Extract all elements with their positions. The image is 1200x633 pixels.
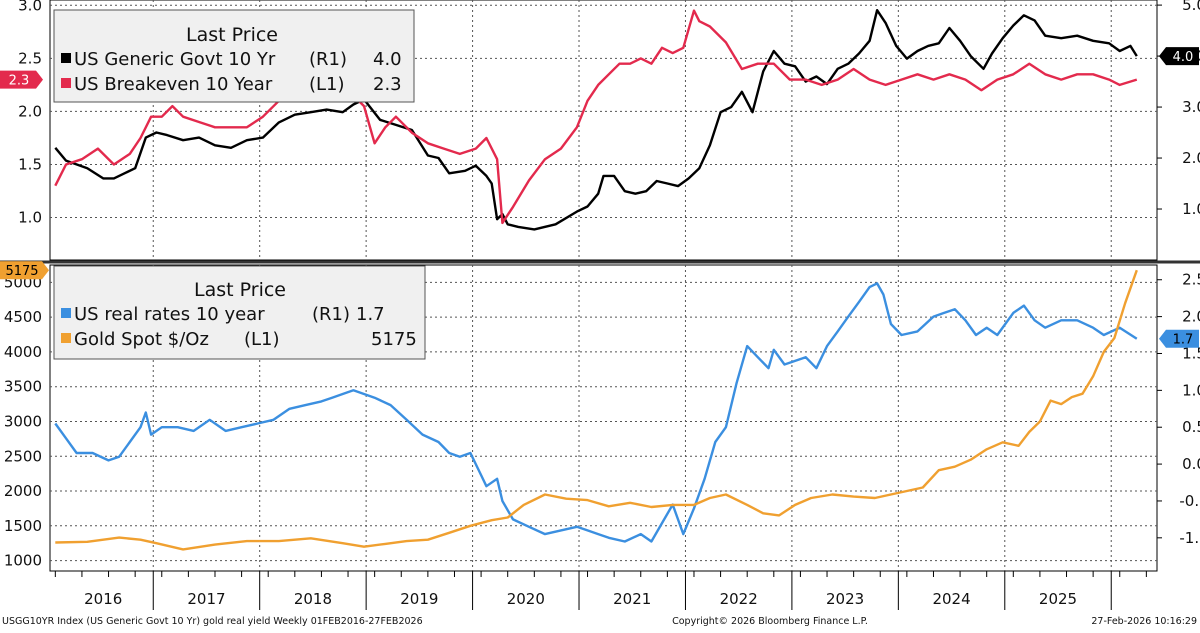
left-tick-label: 1500 (4, 517, 42, 535)
left-tick-label: 4500 (4, 308, 42, 326)
left-tick-label: 2500 (4, 447, 42, 465)
top-legend: Last Price US Generic Govt 10 Yr (R1) 4.… (53, 9, 415, 103)
bottom-legend-gold-name: Gold Spot $/Oz (74, 329, 209, 350)
top-legend-box (53, 9, 415, 103)
bottom-legend-real-name: US real rates 10 year (74, 304, 265, 325)
series-line-us-breakeven-10-year (54, 9, 1138, 225)
right-tick-label: 2.0 (1182, 149, 1200, 167)
footer-left: USGG10YR Index (US Generic Govt 10 Yr) g… (2, 616, 423, 627)
bottom-legend-swatch-real (61, 308, 71, 318)
x-tick-label: 2024 (932, 590, 970, 608)
x-axis: 2016 2017 2018 2019 2020 2021 2022 2023 2024 2025 (54, 571, 1147, 610)
top-legend-breakeven-name: US Breakeven 10 Year (74, 74, 273, 95)
footer-right: 27-Feb-2026 10:16:29 (1091, 616, 1197, 627)
right-value-tag-label: 4.0 (1173, 50, 1194, 65)
left-tick-label: 1.5 (18, 155, 42, 173)
right-tick-label: 1.0 (1182, 381, 1200, 399)
bottom-legend-real-value: 1.7 (356, 304, 385, 325)
bottom-legend: Last Price US real rates 10 year (R1) 1.… (53, 265, 426, 360)
right-value-tag (1159, 47, 1199, 66)
left-tick-label: 3.0 (18, 0, 42, 14)
right-tick-label: -0.5 (1179, 492, 1200, 510)
x-tick-label: 2022 (720, 590, 758, 608)
right-tick-label: 0.5 (1182, 418, 1200, 436)
bottom-legend-real-axis: (R1) (312, 304, 350, 325)
left-tick-label: 1.0 (18, 209, 42, 227)
left-tick-label: 4000 (4, 343, 42, 361)
top-legend-swatch-breakeven (61, 78, 71, 88)
top-legend-title: Last Price (186, 24, 278, 46)
left-tick-label: 1000 (4, 552, 42, 570)
x-tick-label: 2016 (84, 590, 122, 608)
x-tick-label: 2021 (613, 590, 651, 608)
top-legend-govt-axis: (R1) (309, 49, 347, 70)
bottom-legend-box (53, 265, 426, 360)
bottom-legend-gold-axis: (L1) (244, 329, 280, 350)
series-line-us-generic-govt-10-yr (54, 8, 1138, 231)
left-value-tag (0, 70, 43, 89)
top-legend-govt-name: US Generic Govt 10 Yr (74, 49, 276, 70)
left-tick-label: 3500 (4, 378, 42, 396)
left-tick-label: 2.0 (18, 102, 42, 120)
left-tick-label: 3000 (4, 412, 42, 430)
x-tick-label: 2020 (507, 590, 545, 608)
series-line-us-real-rates-10-year (54, 282, 1138, 543)
right-tick-label: 0.0 (1182, 455, 1200, 473)
right-tick-label: 1.5 (1182, 344, 1200, 362)
series-line-gold-spot-oz (55, 269, 1138, 551)
top-legend-breakeven-axis: (L1) (309, 74, 345, 95)
x-tick-label: 2025 (1039, 590, 1077, 608)
right-tick-label: 2.0 (1182, 308, 1200, 326)
x-tick-label: 2017 (187, 590, 225, 608)
x-tick-label: 2019 (400, 590, 438, 608)
left-value-tag-label: 5175 (5, 264, 38, 279)
left-value-tag (0, 261, 49, 280)
right-value-tag-label: 1.7 (1173, 333, 1194, 348)
x-tick-label: 2018 (294, 590, 332, 608)
bottom-panel-frame (49, 264, 1158, 572)
top-legend-govt-value: 4.0 (373, 49, 402, 70)
series-layer (54, 8, 1138, 551)
top-legend-breakeven-value: 2.3 (373, 74, 402, 95)
right-tick-label: 5.0 (1182, 0, 1200, 14)
x-tick-label: 2023 (826, 590, 864, 608)
right-tick-label: -1.0 (1179, 529, 1200, 547)
left-value-tag-label: 2.3 (9, 74, 30, 89)
bottom-legend-title: Last Price (194, 279, 286, 301)
right-value-tag (1159, 329, 1199, 348)
right-tick-label: 2.5 (1182, 271, 1200, 289)
tag-layer: 4.0 2.3 1.7 5175 (0, 47, 1199, 348)
bottom-legend-swatch-gold (61, 333, 71, 343)
right-tick-label: 1.0 (1182, 200, 1200, 218)
footer-center: Copyright© 2026 Bloomberg Finance L.P. (672, 616, 868, 627)
left-tick-label: 2.5 (18, 49, 42, 67)
top-legend-swatch-govt (61, 53, 71, 63)
bottom-legend-gold-value: 5175 (371, 329, 417, 350)
top-panel-frame (49, 0, 1158, 261)
left-tick-label: 2000 (4, 482, 42, 500)
right-tick-label: 3.0 (1182, 98, 1200, 116)
